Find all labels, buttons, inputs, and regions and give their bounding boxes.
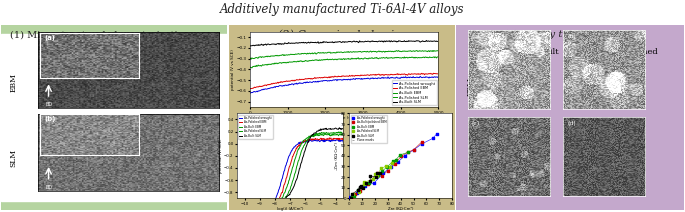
- Point: [384, 166, 395, 169]
- Point: [348, 194, 359, 198]
- Point: [388, 159, 399, 163]
- Point: [408, 148, 419, 151]
- Point: [364, 180, 375, 183]
- Text: As-built: As-built: [526, 49, 559, 56]
- Point: [371, 174, 382, 178]
- Point: [364, 181, 375, 185]
- Point: [378, 172, 389, 175]
- Point: [362, 182, 373, 186]
- Text: (1) Microstructural characterization: (1) Microstructural characterization: [10, 30, 190, 39]
- Point: [369, 181, 379, 184]
- Y-axis label: -Zim (KΩ·Cm²): -Zim (KΩ·Cm²): [336, 142, 340, 170]
- Point: [402, 151, 413, 154]
- Point: [346, 194, 357, 198]
- Point: [354, 185, 365, 188]
- Point: [382, 165, 393, 169]
- Point: [395, 153, 406, 156]
- X-axis label: log(i) (A/Cm²): log(i) (A/Cm²): [277, 207, 303, 211]
- Text: (b): (b): [45, 117, 56, 123]
- Point: [347, 192, 358, 195]
- Text: (a): (a): [45, 35, 55, 41]
- Point: [387, 161, 398, 165]
- Point: [358, 182, 369, 185]
- Y-axis label: potential (V vs SCE): potential (V vs SCE): [231, 49, 235, 90]
- Point: [389, 163, 400, 166]
- Point: [431, 132, 442, 136]
- Point: [349, 192, 360, 196]
- Text: (c): (c): [472, 121, 480, 126]
- Point: [377, 170, 388, 173]
- Point: [360, 182, 371, 185]
- Point: [353, 188, 364, 192]
- Point: [393, 160, 403, 164]
- Point: [360, 184, 371, 187]
- Point: [351, 192, 362, 195]
- Point: [345, 196, 356, 199]
- Point: [375, 171, 386, 174]
- Point: [396, 155, 407, 158]
- Point: [367, 178, 378, 181]
- Legend: As-Polished wrought, As-Built/polished EBM, As-Built EBM, As-Polished SLM, As-Bu: As-Polished wrought, As-Built/polished E…: [351, 115, 387, 143]
- Point: [376, 174, 387, 177]
- Text: (2) Corrosion behavior: (2) Corrosion behavior: [277, 30, 406, 40]
- Point: [381, 165, 392, 168]
- Point: [399, 154, 410, 157]
- Point: [372, 172, 383, 175]
- Text: BD: BD: [45, 185, 52, 190]
- Point: [375, 167, 386, 170]
- Point: [359, 182, 370, 185]
- Y-axis label: potential (V, SCE): potential (V, SCE): [219, 138, 223, 173]
- Legend: As-Polished wrought, As-Polished EBM, As-Built EBM, As-Polished SLM, As-Built SL: As-Polished wrought, As-Polished EBM, As…: [238, 115, 273, 139]
- Text: (b): (b): [567, 34, 576, 39]
- Text: Additively manufactured Ti-6Al-4V alloys: Additively manufactured Ti-6Al-4V alloys: [221, 3, 464, 16]
- Point: [345, 195, 356, 199]
- Legend: As-Polished wrought, As-Polished EBM, As-Built EBM, As-Polished SLM, As-Built SL: As-Polished wrought, As-Polished EBM, As…: [392, 81, 436, 105]
- Point: [370, 173, 381, 176]
- Point: [353, 190, 364, 194]
- Point: [343, 200, 354, 204]
- Text: SLM: SLM: [10, 149, 18, 167]
- Point: [382, 169, 393, 173]
- Point: [416, 140, 427, 144]
- Text: As-polished: As-polished: [609, 49, 658, 56]
- Point: [371, 172, 382, 175]
- Point: [358, 186, 369, 189]
- Point: [353, 188, 364, 192]
- Point: [390, 158, 401, 161]
- Text: (a): (a): [472, 34, 481, 39]
- Point: [372, 173, 383, 177]
- Point: [364, 175, 375, 178]
- Point: [356, 185, 366, 188]
- Point: [347, 195, 358, 199]
- Point: [371, 175, 382, 178]
- Point: [427, 137, 438, 140]
- Text: BD: BD: [45, 102, 52, 107]
- Text: EBM: EBM: [467, 77, 475, 96]
- Point: [416, 142, 427, 145]
- Point: [408, 148, 419, 151]
- Point: [347, 192, 358, 196]
- Text: (d): (d): [567, 121, 576, 126]
- Text: (3) Ability to form apatite: (3) Ability to form apatite: [503, 30, 637, 39]
- Point: [354, 190, 365, 193]
- Point: [359, 180, 370, 184]
- Text: EBM: EBM: [10, 73, 18, 92]
- Point: [385, 165, 396, 168]
- X-axis label: Zre (KΩ·Cm²): Zre (KΩ·Cm²): [388, 207, 414, 211]
- Text: SLM: SLM: [467, 157, 475, 175]
- Point: [403, 150, 414, 154]
- X-axis label: time (s): time (s): [336, 116, 352, 120]
